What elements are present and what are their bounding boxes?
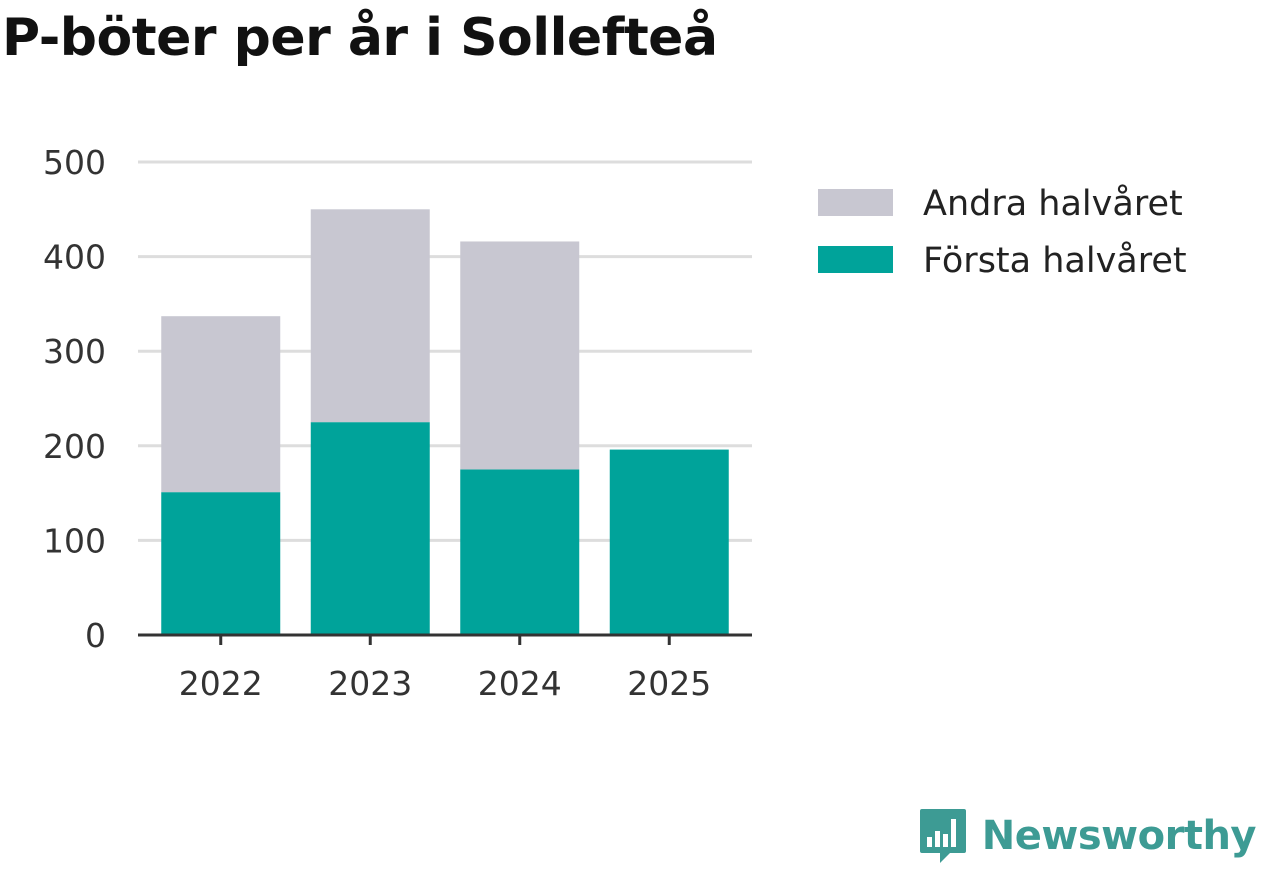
newsworthy-chart-icon xyxy=(919,809,966,863)
legend-label: Andra halvåret xyxy=(923,183,1183,224)
legend-swatch xyxy=(818,189,893,216)
bar-2024-series-1 xyxy=(460,241,580,470)
x-tick-label: 2024 xyxy=(478,664,562,703)
legend-label: Första halvåret xyxy=(923,240,1187,281)
bar-2022-series-1 xyxy=(161,316,281,493)
chart-title: P-böter per år i Sollefteå xyxy=(2,8,718,68)
brand-logo: Newsworthy xyxy=(918,807,1257,865)
legend: Andra halvåret Första halvåret xyxy=(818,183,1187,281)
bar-2025-series-0 xyxy=(609,449,729,635)
y-tick-label: 300 xyxy=(43,332,106,371)
brand-name: Newsworthy xyxy=(981,813,1257,859)
y-tick-label: 100 xyxy=(43,521,106,560)
bars xyxy=(161,209,729,635)
y-tick-label: 400 xyxy=(43,238,106,277)
bar-2022-series-0 xyxy=(161,492,281,635)
bar-2024-series-0 xyxy=(460,469,580,635)
y-axis-ticks: 0 100 200 300 400 500 xyxy=(43,143,106,655)
x-axis-ticks: 2022 2023 2024 2025 xyxy=(179,635,711,703)
x-tick-label: 2022 xyxy=(179,664,263,703)
y-tick-label: 0 xyxy=(85,616,106,655)
bar-2023-series-0 xyxy=(310,422,430,635)
x-tick-label: 2023 xyxy=(328,664,412,703)
x-tick-label: 2025 xyxy=(627,664,711,703)
legend-swatch xyxy=(818,246,893,273)
y-tick-label: 200 xyxy=(43,427,106,466)
y-tick-label: 500 xyxy=(43,143,106,182)
bar-2023-series-1 xyxy=(310,209,430,423)
